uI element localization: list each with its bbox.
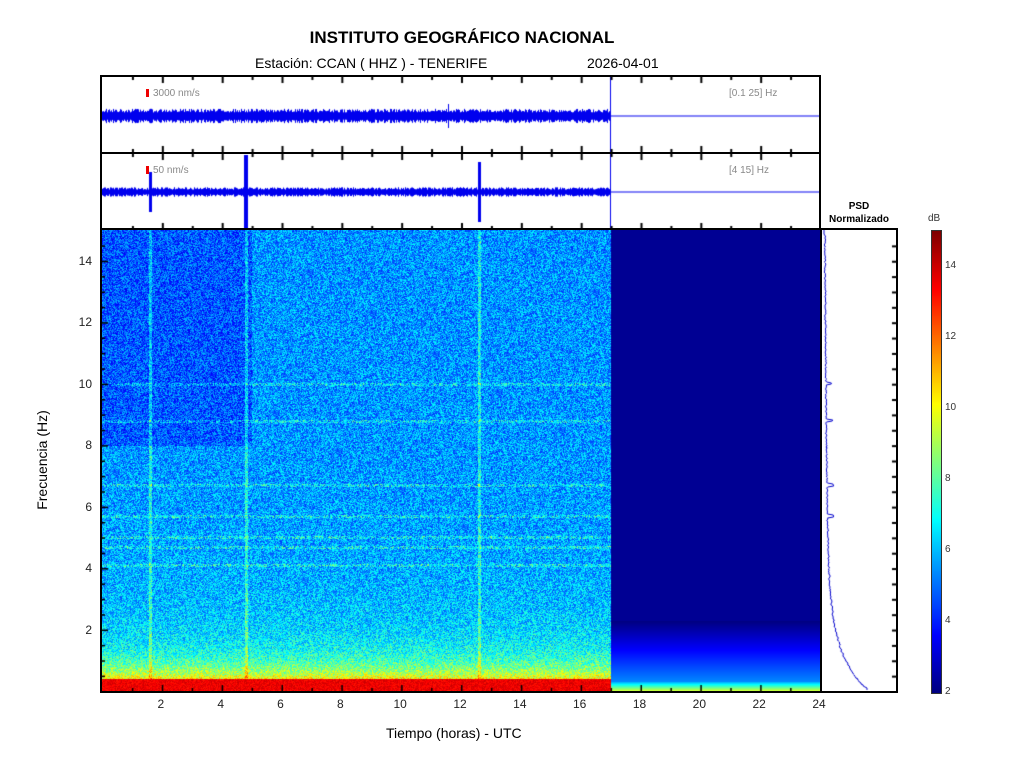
- x-tick-label: 20: [692, 697, 706, 711]
- x-tick-label: 4: [217, 697, 224, 711]
- colorbar-tick-label: 6: [945, 543, 951, 555]
- trace-scale: 3000 nm/s: [153, 88, 200, 99]
- colorbar-tick-label: 8: [945, 472, 951, 484]
- trace-panel-broadband: 3000 nm/s [0.1 25] Hz: [100, 75, 821, 154]
- page-title: INSTITUTO GEOGRÁFICO NACIONAL: [309, 28, 615, 47]
- x-tick-label: 22: [752, 697, 766, 711]
- psd-panel: [820, 228, 898, 693]
- psd-curve: [822, 230, 896, 691]
- colorbar-tick-label: 2: [945, 686, 951, 697]
- x-tick-label: 24: [812, 697, 826, 711]
- date-label: 2026-04-01: [587, 55, 659, 71]
- seismogram-trace: [102, 154, 819, 229]
- y-tick-label: 2: [85, 622, 92, 637]
- trace-scale: 50 nm/s: [153, 165, 189, 176]
- trace-band: [0.1 25] Hz: [729, 88, 778, 99]
- x-tick-label: 6: [277, 697, 284, 711]
- x-tick-label: 16: [572, 697, 587, 711]
- x-axis-label: Tiempo (horas) - UTC: [386, 725, 522, 741]
- spectrogram-panel: [100, 228, 822, 693]
- colorbar-tick-label: 12: [945, 330, 957, 342]
- y-tick-label: 8: [85, 438, 92, 453]
- x-tick-label: 8: [336, 697, 344, 711]
- x-tick-label: 12: [453, 697, 467, 711]
- y-tick-label: 10: [78, 376, 92, 391]
- x-tick-label: 10: [393, 697, 407, 711]
- y-tick-label: 4: [85, 561, 92, 576]
- y-tick-label: 14: [78, 253, 92, 268]
- colorbar-tick-label: 4: [945, 614, 951, 626]
- psd-subtitle: Normalizado: [828, 214, 889, 225]
- x-tick-label: 2: [157, 697, 165, 711]
- trace-panel-filtered: 50 nm/s [4 15] Hz: [100, 152, 821, 231]
- trace-band: [4 15] Hz: [729, 165, 770, 176]
- colorbar-tick-label: 14: [945, 259, 957, 271]
- y-tick-label: 6: [85, 499, 92, 514]
- y-tick-label: 12: [78, 315, 92, 330]
- y-axis-label: Frecuencia (Hz): [34, 410, 50, 510]
- x-tick-label: 14: [513, 697, 527, 711]
- psd-title: PSD: [848, 201, 870, 212]
- station-label: Estación: CCAN ( HHZ ) - TENERIFE: [255, 55, 488, 71]
- x-tick-label: 18: [632, 697, 647, 711]
- spectrogram-heatmap: [102, 230, 820, 691]
- scale-bar-icon: [146, 89, 149, 97]
- colorbar-label: dB: [928, 213, 941, 224]
- colorbar-tick-label: 10: [945, 401, 957, 413]
- scale-bar-icon: [146, 166, 149, 174]
- seismogram-trace: [102, 77, 819, 152]
- colorbar: [931, 230, 942, 694]
